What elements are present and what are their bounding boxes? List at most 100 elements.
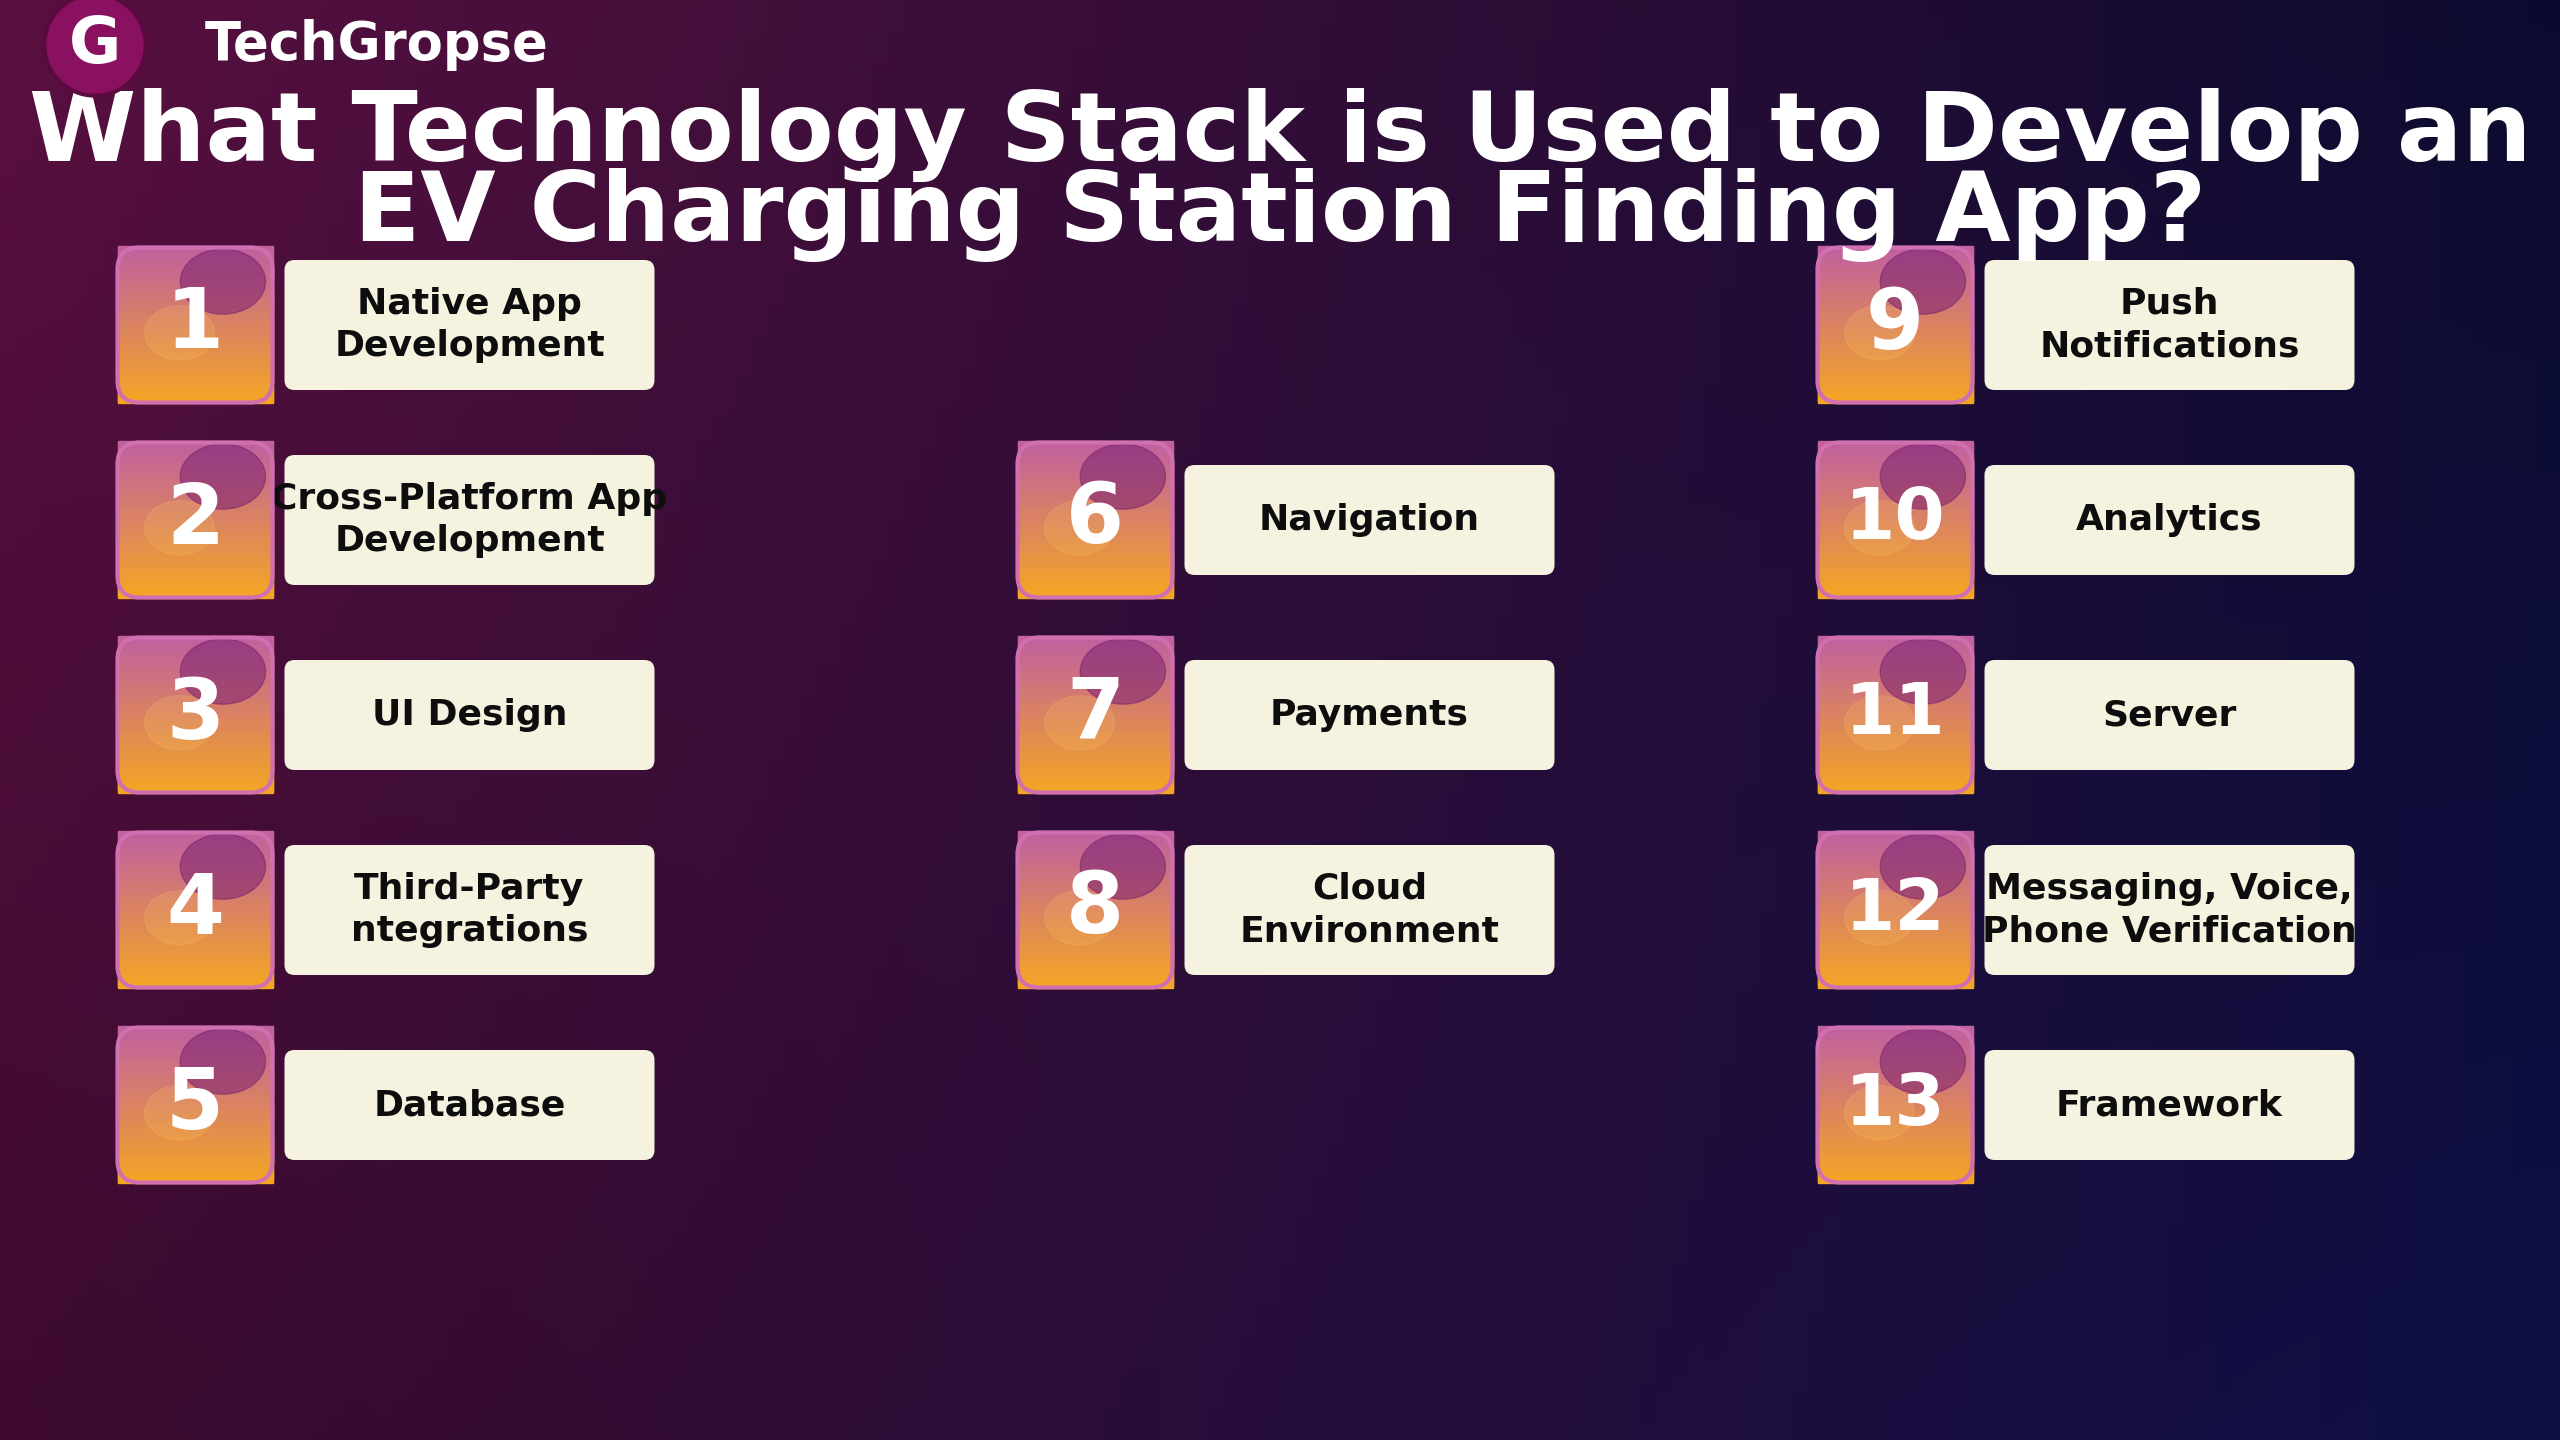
Bar xyxy=(1016,445,1172,448)
Bar xyxy=(512,249,530,259)
Bar xyxy=(0,786,18,796)
Bar xyxy=(340,1132,358,1142)
Bar xyxy=(1247,747,1265,759)
Bar xyxy=(33,1074,51,1084)
Bar xyxy=(973,56,991,68)
Bar xyxy=(1452,1027,1469,1037)
Bar xyxy=(819,873,837,883)
Bar xyxy=(1638,969,1656,979)
Bar xyxy=(2542,297,2560,307)
Bar xyxy=(1331,181,1349,192)
Bar xyxy=(1503,739,1521,749)
Bar xyxy=(358,556,376,566)
Bar xyxy=(118,760,271,763)
Bar xyxy=(2202,1208,2220,1220)
Bar xyxy=(2424,776,2442,788)
Bar xyxy=(51,873,69,883)
Bar xyxy=(120,412,138,422)
Bar xyxy=(1928,37,1946,48)
Bar xyxy=(187,498,205,508)
Bar xyxy=(563,585,581,595)
Bar xyxy=(84,1179,102,1191)
Bar xyxy=(1280,0,1298,10)
Bar xyxy=(0,1035,18,1047)
Bar xyxy=(0,863,18,874)
Bar xyxy=(2424,998,2442,1008)
Bar xyxy=(1196,690,1213,701)
Bar xyxy=(69,603,87,615)
Bar xyxy=(392,336,410,346)
Bar xyxy=(922,85,940,96)
Bar xyxy=(154,719,172,730)
Bar xyxy=(666,220,684,230)
Bar xyxy=(1690,1179,1708,1191)
Bar xyxy=(1126,1056,1144,1066)
Bar xyxy=(1144,1333,1162,1344)
Bar xyxy=(2304,1056,2322,1066)
Bar xyxy=(581,1323,599,1335)
Bar xyxy=(2253,854,2271,864)
Bar xyxy=(1876,1266,1894,1277)
Bar xyxy=(118,330,271,333)
Bar xyxy=(2337,1045,2355,1056)
Bar xyxy=(2509,757,2527,768)
Bar xyxy=(1042,815,1060,825)
Bar xyxy=(1810,1093,1828,1104)
Bar xyxy=(461,373,479,384)
Bar xyxy=(2015,671,2033,681)
Bar xyxy=(18,854,36,864)
Bar xyxy=(1416,671,1434,681)
Bar xyxy=(1467,163,1485,173)
Bar xyxy=(1144,912,1162,922)
Bar xyxy=(1416,124,1434,134)
Bar xyxy=(1708,1218,1725,1228)
Bar xyxy=(51,585,69,595)
Bar xyxy=(1057,459,1075,471)
Bar xyxy=(2424,153,2442,163)
Bar xyxy=(632,786,650,796)
Bar xyxy=(2015,978,2033,989)
Bar xyxy=(2220,700,2237,710)
Bar xyxy=(1467,422,1485,432)
Bar xyxy=(888,671,906,681)
Bar xyxy=(1229,1093,1247,1104)
Bar xyxy=(1093,210,1111,220)
Bar xyxy=(2406,1218,2424,1228)
Bar xyxy=(2184,354,2202,364)
Bar xyxy=(1979,566,1997,576)
Bar xyxy=(870,48,888,58)
Bar xyxy=(991,854,1009,864)
Bar xyxy=(1126,459,1144,471)
Bar xyxy=(2066,1113,2084,1123)
Bar xyxy=(172,344,189,356)
Bar xyxy=(666,1237,684,1248)
Bar xyxy=(1810,786,1828,796)
Bar xyxy=(2440,422,2458,432)
Bar xyxy=(120,114,138,125)
Bar xyxy=(2066,1064,2084,1076)
Bar xyxy=(596,1074,614,1084)
Bar xyxy=(120,1286,138,1296)
Bar xyxy=(1364,19,1382,29)
Bar xyxy=(1818,886,1974,888)
Bar xyxy=(1792,1237,1810,1248)
Bar xyxy=(768,1410,786,1421)
Bar xyxy=(512,883,530,893)
Bar xyxy=(870,1027,888,1037)
Bar xyxy=(1861,1208,1879,1220)
Bar xyxy=(1928,27,1946,39)
Bar xyxy=(1518,585,1536,595)
Bar xyxy=(2048,1276,2066,1286)
Bar xyxy=(1759,181,1777,192)
Bar xyxy=(172,1401,189,1411)
Bar xyxy=(2509,642,2527,652)
Bar xyxy=(614,249,632,259)
Bar xyxy=(2491,1420,2509,1430)
Bar xyxy=(69,1344,87,1354)
Bar xyxy=(307,1103,325,1113)
Bar xyxy=(2132,786,2150,796)
Bar xyxy=(801,1007,819,1018)
Bar xyxy=(443,153,461,163)
Bar xyxy=(530,978,548,989)
Bar xyxy=(1964,76,1981,86)
